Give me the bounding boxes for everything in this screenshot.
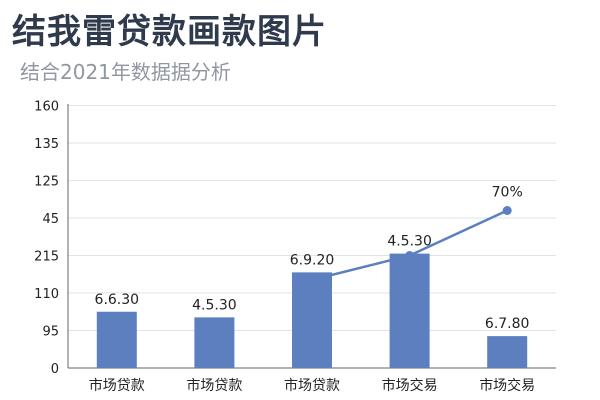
chart-subtitle: 结合2021年数据据分析	[20, 60, 231, 84]
data-label: 6.7.80	[485, 316, 530, 332]
y-tick-label: 160	[34, 100, 59, 115]
y-tick-label: 95	[42, 325, 59, 340]
chart-title: 结我雷贷款画款图片	[12, 12, 327, 52]
line-point	[405, 251, 415, 260]
y-tick-label: 215	[34, 250, 59, 265]
line-label: 70%	[492, 185, 523, 201]
bar	[292, 272, 332, 368]
line-point	[502, 206, 512, 215]
x-tick-label: 市场贷款	[186, 377, 242, 394]
y-tick-label: 0	[51, 362, 59, 377]
bar	[389, 253, 430, 368]
x-tick-label: 市场交易	[479, 377, 535, 394]
data-label: 6.6.30	[95, 292, 140, 308]
data-label: 4.5.30	[387, 234, 432, 250]
y-tick-label: 125	[34, 175, 59, 190]
bar	[96, 311, 137, 368]
y-tick-label: 135	[34, 137, 59, 152]
y-tick-label: 45	[42, 212, 59, 227]
bar	[487, 336, 528, 368]
x-tick-label: 市场贷款	[284, 377, 340, 394]
x-tick-label: 市场交易	[382, 377, 438, 394]
line-point	[307, 275, 317, 285]
data-label: 4.5.30	[192, 297, 237, 313]
bar	[194, 317, 235, 368]
y-tick-label: 110	[34, 287, 59, 302]
data-label: 6.9.20	[290, 252, 335, 268]
x-tick-label: 市场贷款	[89, 377, 145, 394]
